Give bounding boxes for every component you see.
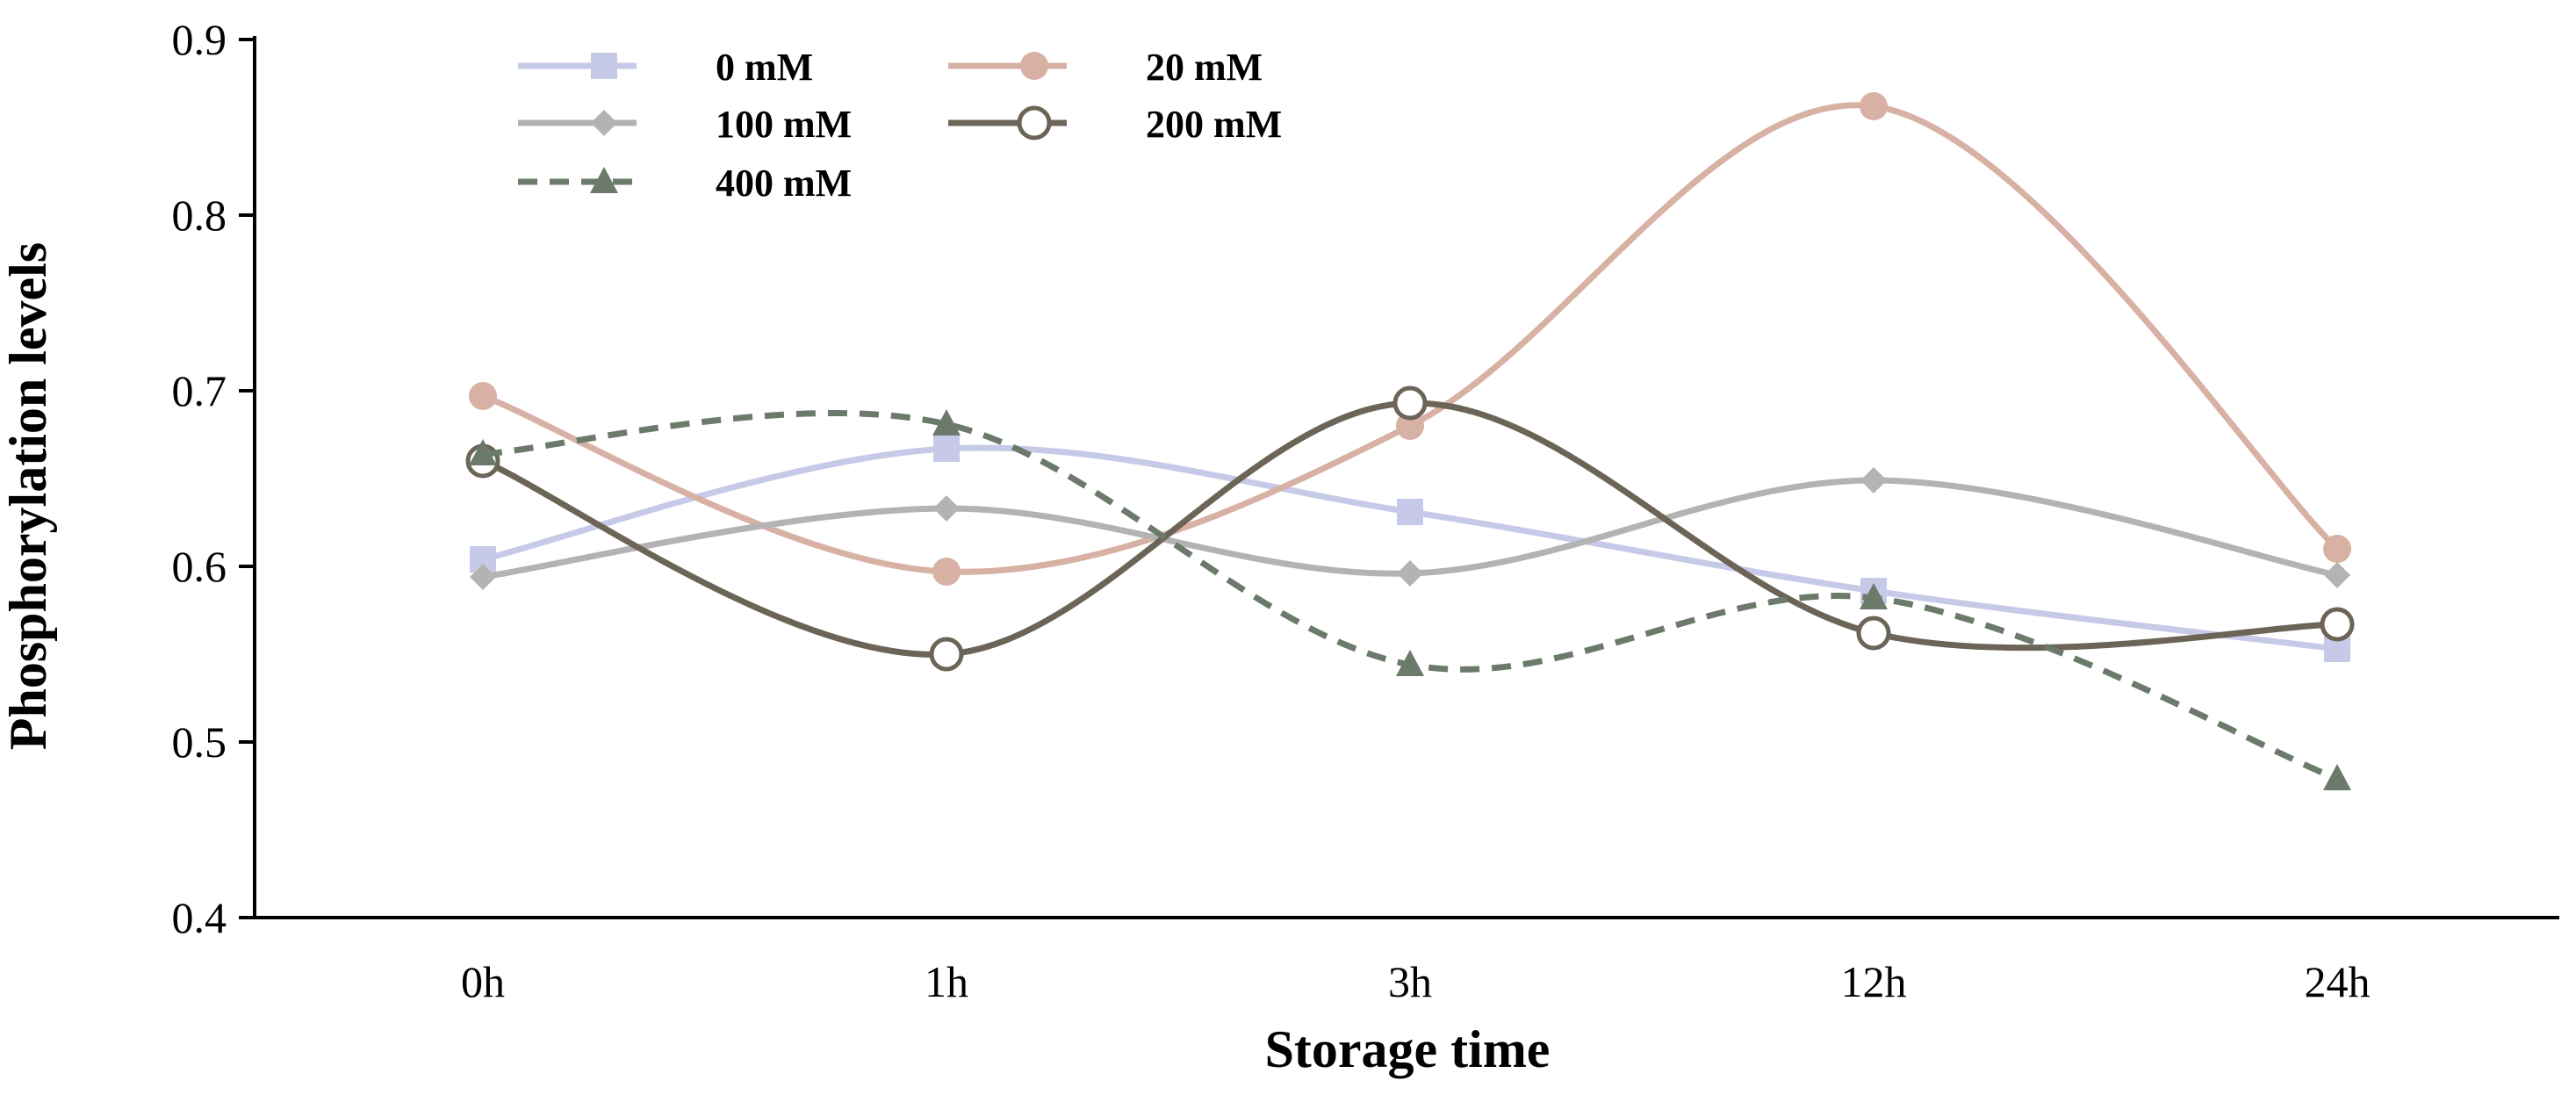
series-layer xyxy=(465,92,2355,790)
legend-item: 0 mM xyxy=(518,46,813,89)
legend-item: 100 mM xyxy=(518,103,852,146)
data-point xyxy=(1396,650,1424,676)
x-axis-title: Storage time xyxy=(1265,1020,1551,1078)
series-line xyxy=(479,444,2341,652)
legend-label: 400 mM xyxy=(716,162,852,205)
data-point xyxy=(2324,562,2350,588)
data-point xyxy=(2323,764,2351,790)
y-tick-label: 0.9 xyxy=(172,15,227,64)
legend-marker xyxy=(1020,52,1048,80)
y-tick-label: 0.6 xyxy=(172,542,227,591)
legend-marker xyxy=(591,53,617,79)
x-tick-label: 3h xyxy=(1388,957,1432,1006)
series-200-mm xyxy=(465,385,2355,672)
series-100-mm xyxy=(470,467,2350,590)
y-tick-label: 0.5 xyxy=(172,717,227,767)
x-tick-label: 0h xyxy=(461,957,505,1006)
data-point xyxy=(1856,616,1891,651)
axes: 0.4 0.5 0.6 0.7 0.8 0.9 0h 1h 3h 12h 24h xyxy=(172,15,2559,1006)
data-point xyxy=(929,637,964,672)
data-point xyxy=(932,409,961,436)
legend-item: 400 mM xyxy=(518,162,852,205)
legend-item: 200 mM xyxy=(948,103,1282,146)
data-point xyxy=(470,564,496,590)
legend-label: 200 mM xyxy=(1146,103,1282,146)
data-point xyxy=(1392,385,1428,421)
y-tick-label: 0.8 xyxy=(172,191,227,240)
data-point xyxy=(1860,583,1888,609)
series-400-mm xyxy=(469,409,2351,790)
data-point xyxy=(1860,92,1888,120)
legend-label: 0 mM xyxy=(716,46,813,89)
data-point xyxy=(933,495,960,522)
legend-marker xyxy=(1017,105,1052,140)
legend-label: 20 mM xyxy=(1146,46,1263,89)
legend-label: 100 mM xyxy=(716,103,852,146)
data-point xyxy=(469,382,497,410)
data-point xyxy=(1396,412,1424,440)
x-tick-label: 12h xyxy=(1841,957,1907,1006)
legend-marker xyxy=(590,167,618,193)
y-tick-label: 0.7 xyxy=(172,366,227,415)
legend: 0 mM 20 mM 100 mM 200 mM 400 mM xyxy=(518,46,1282,205)
data-point xyxy=(2323,535,2351,563)
series-line xyxy=(482,410,2339,782)
y-axis-title: Phosphorylation levels xyxy=(0,242,57,750)
series-0-mm xyxy=(470,436,2350,662)
data-point xyxy=(1860,467,1887,493)
data-point xyxy=(933,436,960,462)
data-point xyxy=(469,439,497,465)
data-point xyxy=(2320,607,2355,642)
x-tick-label: 1h xyxy=(925,957,968,1006)
y-tick-label: 0.4 xyxy=(172,893,227,942)
legend-marker xyxy=(591,110,617,136)
data-point xyxy=(932,558,961,586)
legend-item: 20 mM xyxy=(948,46,1263,89)
data-point xyxy=(1397,499,1423,525)
data-point xyxy=(1397,560,1423,587)
x-tick-label: 24h xyxy=(2305,957,2371,1006)
